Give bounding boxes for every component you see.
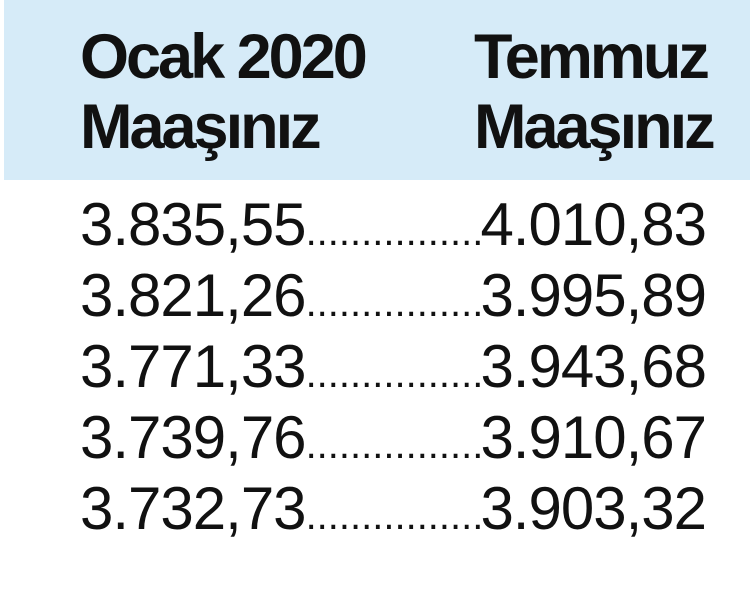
table-row: 3.739,76................................… [80, 403, 707, 473]
table-row: 3.821,26................................… [80, 261, 707, 331]
dot-leader: ........................................… [305, 281, 481, 325]
header-january-line1: Ocak 2020 [80, 22, 368, 92]
january-salary: 3.821,26 [80, 262, 307, 329]
header-band [4, 0, 750, 180]
july-salary: 3.995,89 [480, 262, 707, 329]
header-january-line2: Maaşınız [80, 92, 322, 162]
july-salary: 3.943,68 [480, 333, 707, 400]
january-salary: 3.732,73 [80, 475, 307, 542]
dot-leader: ........................................… [305, 423, 481, 467]
july-salary: 3.910,67 [480, 404, 707, 471]
table-row: 3.732,73................................… [80, 474, 707, 544]
july-salary: 4.010,83 [480, 191, 707, 258]
header-january: Ocak 2020 Maaşınız [80, 22, 368, 162]
table-row: 3.835,55................................… [80, 190, 707, 260]
dot-leader: ........................................… [305, 494, 481, 538]
january-salary: 3.835,55 [80, 191, 307, 258]
dot-leader: ........................................… [305, 352, 481, 396]
january-salary: 3.771,33 [80, 333, 307, 400]
header-july-line1: Temmuz [474, 22, 710, 92]
dot-leader: ........................................… [305, 210, 481, 254]
table-row: 3.771,33................................… [80, 332, 707, 402]
july-salary: 3.903,32 [480, 475, 707, 542]
header-july-line2: Maaşınız [474, 92, 716, 162]
january-salary: 3.739,76 [80, 404, 307, 471]
header-july: Temmuz Maaşınız [474, 22, 716, 162]
